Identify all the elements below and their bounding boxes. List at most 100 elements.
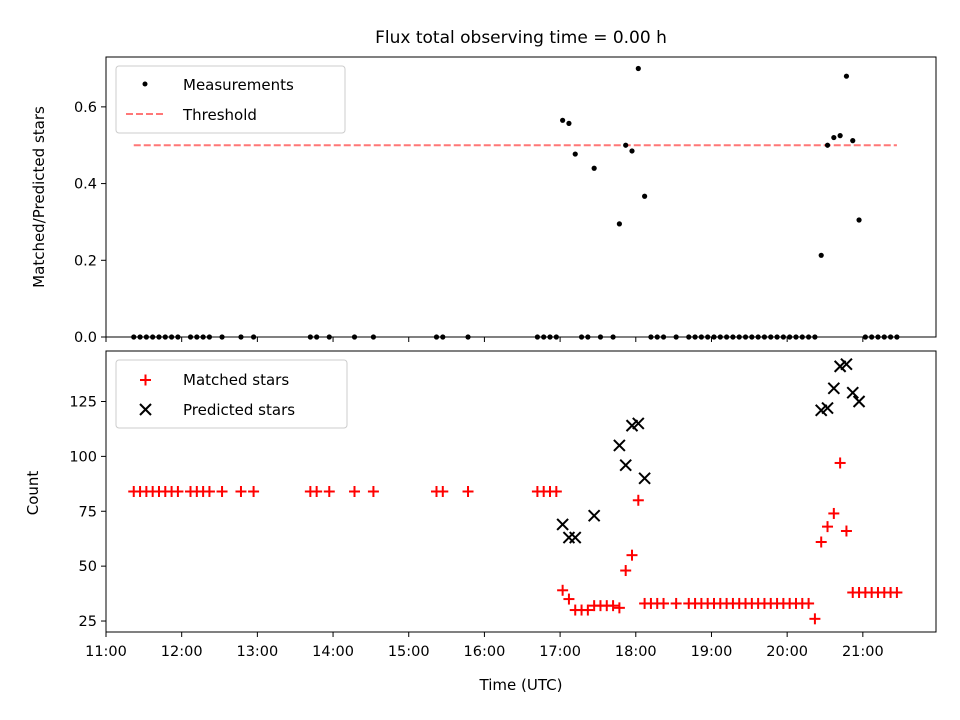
- x-tick-label: 11:00: [85, 644, 127, 660]
- ratio-y-ticks: 0.0 0.2 0.4 0.6: [74, 100, 106, 346]
- predicted-star-point: [846, 386, 859, 399]
- ratio-legend: Measurements Threshold: [115, 65, 346, 134]
- predicted-star-point: [638, 472, 651, 485]
- chart-title: Flux total observing time = 0.00 h: [375, 28, 667, 48]
- legend-threshold-label: Threshold: [182, 106, 257, 124]
- predicted-star-point: [613, 439, 626, 452]
- matched-star-point: [462, 486, 474, 497]
- matched-star-point: [557, 584, 569, 596]
- matched-star-point: [323, 486, 335, 497]
- matched-star-point: [582, 604, 594, 616]
- count-y-axis-label: Count: [24, 471, 42, 516]
- legend-measurements-label: Measurements: [183, 76, 294, 94]
- matched-star-point: [834, 457, 846, 469]
- y-tick-label: 25: [79, 614, 97, 630]
- matched-star-point: [248, 486, 260, 497]
- x-tick-label: 21:00: [842, 644, 884, 660]
- measurement-point: [850, 138, 856, 144]
- ratio-legend-box: [115, 65, 346, 134]
- measurement-point: [831, 134, 837, 141]
- matched-star-point: [311, 486, 323, 497]
- ratio-panel: Flux total observing time = 0.00 h 0.00.…: [30, 28, 937, 346]
- matched-star-point: [348, 486, 360, 497]
- measurement-point: [629, 148, 635, 154]
- measurement-point: [623, 142, 629, 148]
- y-tick-label: 0.0: [74, 330, 97, 346]
- matched-star-point: [367, 486, 379, 497]
- predicted-star-point: [619, 458, 632, 472]
- predicted-star-point: [827, 382, 841, 395]
- y-tick-label: 0.6: [74, 100, 97, 116]
- measurement-point: [843, 73, 850, 79]
- predicted-star-point: [852, 395, 866, 408]
- y-tick-label: 75: [79, 504, 97, 520]
- count-marks: [128, 357, 903, 625]
- matched-star-point: [626, 549, 638, 561]
- legend-predicted-marker: [139, 403, 152, 416]
- predicted-star-point: [569, 531, 582, 544]
- matched-star-point: [815, 536, 827, 548]
- ratio-axes-frame: [105, 56, 937, 338]
- matched-star-point: [613, 602, 625, 614]
- matched-star-point: [235, 486, 247, 497]
- ratio-x-ticks: [105, 337, 864, 342]
- ratio-y-axis-label: Matched/Predicted stars: [30, 106, 48, 288]
- y-tick-label: 100: [69, 449, 97, 465]
- matched-star-point: [891, 586, 903, 598]
- y-tick-label: 0.4: [74, 177, 97, 193]
- x-tick-label: 12:00: [161, 644, 203, 660]
- measurement-point: [572, 151, 578, 157]
- x-tick-label: 19:00: [691, 644, 733, 660]
- matched-star-point: [809, 613, 821, 625]
- x-tick-label: 14:00: [312, 644, 354, 660]
- x-tick-label: 18:00: [615, 644, 657, 660]
- legend-matched-marker: [140, 374, 151, 386]
- matched-star-point: [822, 521, 834, 533]
- predicted-star-point: [587, 509, 601, 522]
- x-tick-label: 15:00: [388, 644, 430, 660]
- matched-star-point: [803, 597, 815, 609]
- predicted-star-point: [632, 417, 645, 430]
- measurement-point: [824, 142, 831, 148]
- count-legend: Matched stars Predicted stars: [115, 359, 348, 429]
- count-legend-box: [115, 359, 348, 429]
- matched-star-point: [203, 486, 215, 497]
- matched-star-point: [563, 593, 575, 605]
- measurement-point: [635, 65, 641, 72]
- predicted-star-point: [840, 357, 853, 371]
- matched-star-point: [437, 486, 449, 497]
- legend-matched-label: Matched stars: [183, 371, 289, 389]
- x-axis-label: Time (UTC): [479, 676, 563, 694]
- matched-star-point: [607, 600, 619, 612]
- measurement-point: [616, 221, 622, 227]
- matched-star-point: [828, 507, 840, 519]
- x-tick-label: 13:00: [236, 644, 278, 660]
- x-tick-label: 16:00: [464, 644, 506, 660]
- predicted-star-point: [556, 518, 569, 531]
- measurement-point: [560, 117, 566, 123]
- measurement-point: [837, 133, 843, 139]
- legend-measurements-marker: [142, 81, 148, 87]
- predicted-star-point: [821, 401, 834, 415]
- matched-star-point: [658, 597, 670, 609]
- count-y-ticks: 25 50 75 100 125: [69, 394, 106, 630]
- measurement-point: [591, 165, 597, 171]
- measurement-point: [642, 193, 648, 199]
- y-tick-label: 50: [79, 559, 97, 575]
- matched-star-point: [620, 565, 632, 577]
- matched-star-point: [172, 486, 184, 497]
- x-tick-label: 17:00: [539, 644, 581, 660]
- matched-star-point: [550, 486, 562, 497]
- count-axes-frame: [105, 350, 937, 633]
- measurement-point: [856, 217, 862, 223]
- count-x-ticks: 11:00 12:00 13:00 14:00 15:00 16:00 17:00 18:00…: [85, 632, 884, 660]
- x-tick-label: 20:00: [766, 644, 808, 660]
- y-tick-label: 0.2: [74, 253, 97, 269]
- matched-star-point: [216, 486, 228, 497]
- count-panel: 25 50 75 100 125 11:00 12:00 13:00 14:00 15:00 16…: [24, 350, 937, 694]
- matched-star-point: [840, 525, 852, 537]
- measurement-point: [818, 252, 824, 258]
- measurement-point: [566, 120, 572, 126]
- legend-predicted-label: Predicted stars: [183, 401, 295, 419]
